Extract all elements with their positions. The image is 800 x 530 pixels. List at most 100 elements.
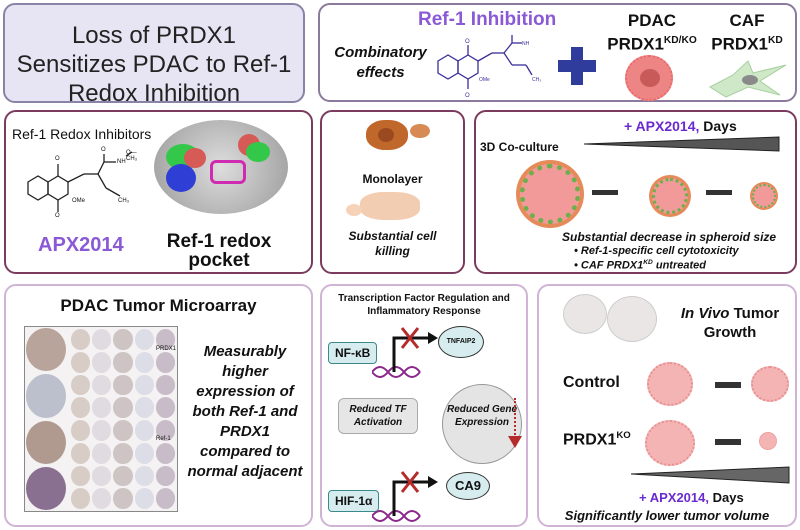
tumor-ko-before-icon bbox=[645, 420, 695, 466]
tissue-core bbox=[155, 442, 175, 464]
stain-label-ref1: Ref-1 bbox=[156, 436, 171, 442]
tissue-core bbox=[155, 465, 175, 487]
apx2014-label: APX2014 bbox=[38, 234, 124, 256]
arrow-icon bbox=[706, 190, 732, 195]
reduced-gene-text: Reduced Gene Expression bbox=[446, 404, 518, 428]
tumor-control-before-icon bbox=[647, 362, 693, 406]
hif1a-box: HIF-1α bbox=[328, 490, 380, 512]
pdac-text: PDAC bbox=[627, 11, 677, 30]
monolayer-label: Monolayer bbox=[362, 172, 423, 186]
pdac-gene: PRDX1 bbox=[607, 34, 664, 54]
tissue-core bbox=[113, 351, 133, 373]
treatment-days: Days bbox=[703, 118, 737, 134]
gene-promoter-1-icon bbox=[372, 327, 438, 378]
control-label: Control bbox=[563, 374, 620, 391]
transcription-panel: Transcription Factor Regulation and Infl… bbox=[320, 284, 528, 527]
monolayer-result: Substantial cell killing bbox=[348, 229, 437, 258]
svg-text:O: O bbox=[465, 93, 470, 99]
tissue-core bbox=[92, 465, 112, 487]
redox-pocket-label: Ref-1 redox pocket bbox=[166, 231, 272, 271]
tissue-core bbox=[71, 488, 91, 509]
tissue-core bbox=[113, 397, 133, 418]
atom-ch3: CH₃ bbox=[118, 198, 130, 204]
atom-och3: O—CH₃ bbox=[126, 150, 138, 162]
spheroid-medium-icon bbox=[652, 178, 688, 214]
tissue-core bbox=[92, 374, 112, 396]
ca9-gene: CA9 bbox=[446, 472, 490, 500]
tissue-core bbox=[92, 397, 112, 418]
svg-text:CH₃: CH₃ bbox=[532, 77, 541, 83]
tissue-core bbox=[113, 329, 133, 350]
invivo-panel: In Vivo Tumor Growth Control PRDX1KO + A… bbox=[537, 284, 797, 527]
killed-cells-icon bbox=[360, 192, 420, 220]
monolayer-cells-icon bbox=[366, 120, 408, 150]
invivo-heading-rest: Tumor Growth bbox=[703, 305, 780, 341]
redox-pocket-image bbox=[154, 120, 288, 214]
ko-gene: PRDX1 bbox=[563, 431, 617, 449]
microarray-heading: PDAC Tumor Microarray bbox=[60, 296, 257, 315]
tissue-core bbox=[113, 420, 133, 441]
spheroid-small-icon bbox=[752, 184, 776, 208]
killed-cells-small-icon bbox=[346, 204, 362, 216]
combinatory-effects-label: Combinatory effects bbox=[334, 44, 427, 81]
bullet-2-text: CAF PRDX1 bbox=[580, 259, 644, 272]
caf-sup: KD bbox=[767, 35, 783, 46]
dose-wedge-icon bbox=[584, 136, 780, 152]
invivo-heading-italic: In Vivo bbox=[680, 305, 730, 322]
monolayer-panel: Monolayer Substantial cell killing bbox=[320, 110, 465, 274]
svg-text:O: O bbox=[465, 39, 470, 45]
tissue-core bbox=[71, 465, 91, 487]
microarray-result: Measurably higher expression of both Ref… bbox=[187, 343, 303, 480]
tf-heading: Transcription Factor Regulation and Infl… bbox=[338, 293, 510, 317]
atom-o-top: O bbox=[55, 156, 60, 162]
tnfaip2-gene: TNFAIP2 bbox=[438, 326, 484, 358]
apx2014-structure-icon bbox=[27, 151, 133, 212]
coculture-bullet-1: • Ref-1-specific cell cytotoxicity bbox=[574, 245, 739, 257]
tissue-core bbox=[92, 329, 112, 350]
tissue-core bbox=[134, 329, 154, 350]
tissue-core bbox=[134, 465, 154, 487]
pdac-genotype: PRDX1KD/KO bbox=[602, 31, 702, 55]
down-arrowhead-icon bbox=[508, 436, 522, 448]
reduced-tf-box: Reduced TF Activation bbox=[338, 398, 418, 434]
caf-gene: PRDX1 bbox=[711, 34, 768, 54]
reduced-gene-circle: Reduced Gene Expression bbox=[442, 384, 522, 464]
tissue-core bbox=[155, 351, 175, 373]
tissue-core bbox=[134, 420, 154, 441]
invivo-treatment-drug: + APX2014, bbox=[639, 490, 709, 505]
tumor-control-after-icon bbox=[751, 366, 789, 402]
coculture-result: Substantial decrease in spheroid size bbox=[562, 230, 777, 244]
arrow-icon bbox=[715, 382, 741, 388]
pdac-cell-icon bbox=[625, 55, 673, 101]
treatment-label: + APX2014, Days bbox=[624, 118, 737, 134]
tissue-core bbox=[71, 351, 91, 373]
tissue-core bbox=[71, 442, 91, 464]
atom-o-bottom: O bbox=[55, 213, 60, 219]
treatment-drug: + APX2014, bbox=[624, 118, 700, 134]
invivo-heading: In Vivo Tumor Growth bbox=[671, 304, 789, 342]
atom-ome: OMe bbox=[72, 198, 86, 204]
bullet-1-text: Ref-1-specific cell cytotoxicity bbox=[580, 245, 739, 257]
caf-text: CAF bbox=[729, 11, 765, 30]
tissue-cores bbox=[26, 328, 66, 510]
arrow-icon bbox=[592, 190, 618, 195]
ko-sup: KO bbox=[616, 430, 631, 441]
tissue-core bbox=[134, 351, 154, 373]
tissue-core bbox=[155, 397, 175, 418]
tissue-core bbox=[113, 374, 133, 396]
caf-fibroblast-icon bbox=[708, 60, 787, 98]
tissue-core bbox=[134, 374, 154, 396]
tissue-core bbox=[155, 420, 175, 441]
pdac-sup: KD/KO bbox=[663, 35, 697, 46]
bullet-2-sup: KD bbox=[643, 259, 653, 266]
arrow-icon bbox=[715, 439, 741, 445]
title-panel: Loss of PRDX1 Sensitizes PDAC to Ref-1 R… bbox=[3, 3, 305, 107]
caf-label: CAF PRDX1KD bbox=[702, 11, 792, 55]
tissue-core bbox=[113, 465, 133, 487]
tissue-core bbox=[113, 442, 133, 464]
tissue-core bbox=[155, 374, 175, 396]
spheroid-large-icon bbox=[520, 164, 580, 224]
inhibitors-panel: Ref-1 Redox Inhibitors O O O NH O—CH₃ OM… bbox=[4, 110, 313, 274]
pdac-label: PDAC PRDX1KD/KO bbox=[602, 11, 702, 55]
